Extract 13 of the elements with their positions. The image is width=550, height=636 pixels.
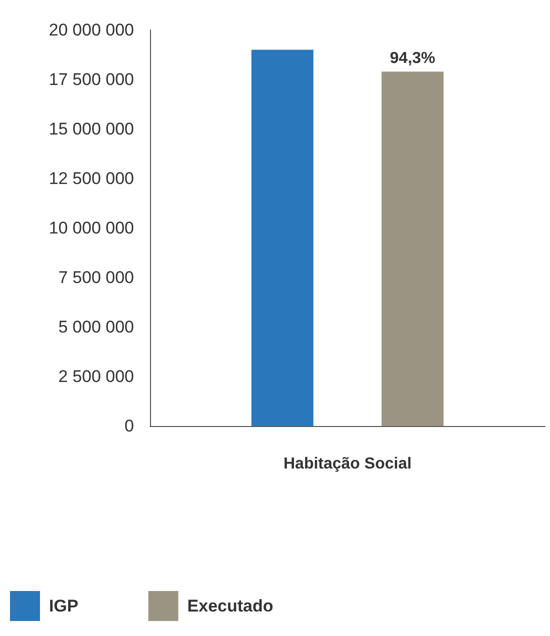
legend-label: IGP — [49, 596, 78, 616]
annotation: 94,3% — [390, 50, 436, 68]
y-tick-label: 2 500 000 — [58, 367, 134, 386]
y-tick-label: 0 — [124, 416, 134, 436]
y-tick-label: 7 500 000 — [58, 268, 134, 287]
y-tick-label: 5 000 000 — [58, 318, 134, 336]
x-tick-label: Habitação Social — [283, 456, 412, 472]
y-tick-label: 20 000 000 — [48, 20, 134, 40]
y-tick-label: 17 500 000 — [48, 70, 134, 89]
legend-label: Executado — [187, 596, 274, 616]
y-tick-label: 15 000 000 — [48, 120, 134, 138]
y-tick-label: 12 500 000 — [48, 169, 134, 188]
y-tick-label: 10 000 000 — [48, 218, 134, 238]
